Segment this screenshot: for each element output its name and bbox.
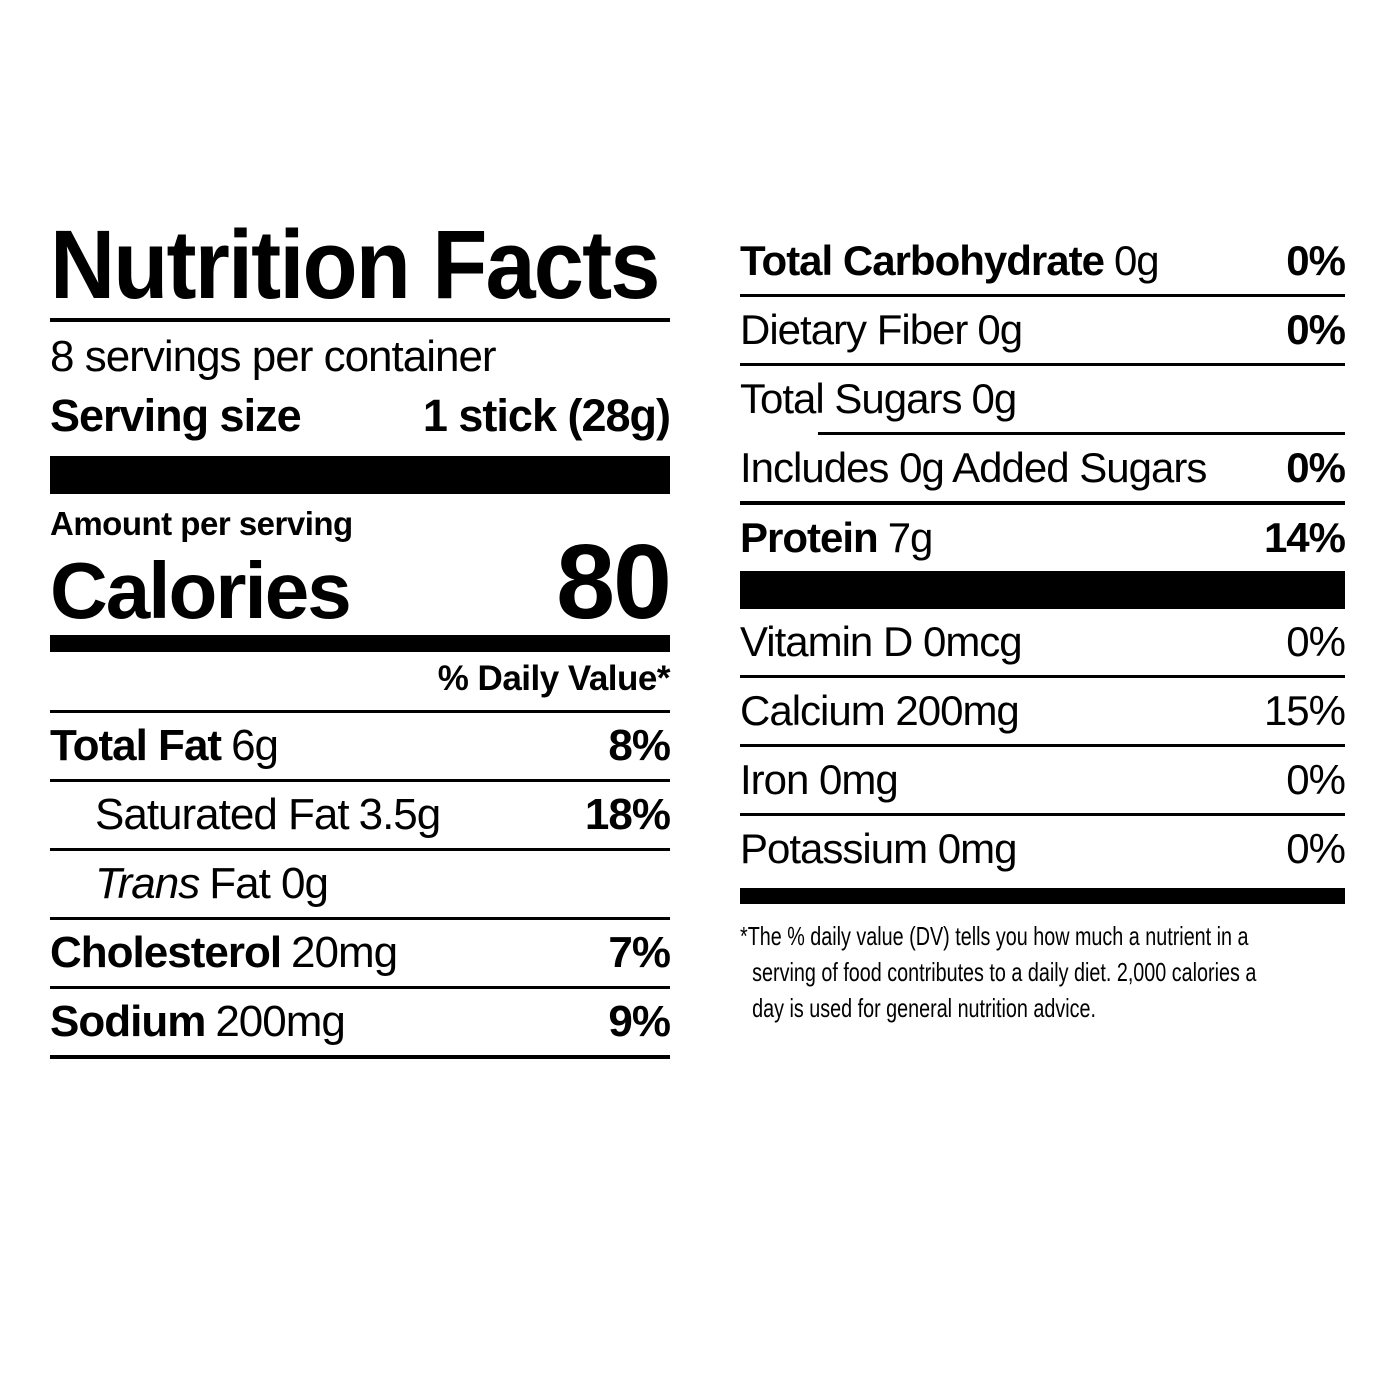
nutrient-name: Saturated Fat [95, 790, 350, 839]
daily-value-percent: 15% [1263, 687, 1346, 734]
footnote-line: serving of food contributes to a daily d… [752, 957, 1257, 987]
nutrient-name: Includes 0g Added Sugars [740, 444, 1207, 491]
nutrient-amount: 20mg [291, 928, 398, 977]
nutrient-name: Cholesterol [50, 928, 282, 977]
footnote-line: day is used for general nutrition advice… [752, 993, 1096, 1023]
amount-per-serving-label: Amount per serving [50, 505, 353, 542]
daily-value-percent: 7% [608, 928, 671, 977]
nutrient-name: Vitamin D 0mcg [740, 618, 1023, 665]
nutrient-row-protein: Protein 7g 14% [740, 501, 1346, 571]
daily-value-percent: 0% [1286, 756, 1346, 803]
nutrient-row-sodium: Sodium 200mg 9% [50, 986, 671, 1055]
daily-value-percent: 0% [1286, 825, 1346, 872]
nutrient-row-cholesterol: Cholesterol 20mg 7% [50, 917, 671, 986]
nutrient-row-total-sugars: Total Sugars 0g [740, 363, 1345, 432]
calories-divider-bar [50, 635, 670, 652]
nutrient-name: Potassium 0mg [740, 825, 1017, 872]
nutrient-rows-left: Total Fat 6g 8% Saturated Fat 3.5g 18% Tra… [50, 710, 671, 1059]
nutrient-name: Calcium 200mg [740, 687, 1020, 734]
nutrient-row-added-sugars: Includes 0g Added Sugars 0% [740, 435, 1346, 501]
calories-value: 80 [556, 523, 672, 641]
left-panel: Nutrition Facts 8 servings per container… [50, 210, 672, 1059]
nutrient-row-trans-fat: Trans Fat 0g [50, 848, 670, 917]
calories-row: Calories 80 [50, 523, 672, 641]
footnote-line: *The % daily value (DV) tells you how mu… [740, 921, 1249, 951]
right-panel: Total Carbohydrate 0g 0% Dietary Fiber 0g … [740, 228, 1346, 1026]
nutrient-amount: 0g [1113, 237, 1160, 284]
nutrient-name: Total Fat [50, 721, 222, 770]
servings-per-container: 8 servings per container [50, 332, 497, 381]
nutrient-row-dietary-fiber: Dietary Fiber 0g 0% [740, 294, 1346, 363]
micronutrient-row-potassium: Potassium 0mg 0% [740, 813, 1346, 882]
nutrient-name: Trans [95, 859, 200, 908]
nutrient-name: Iron 0mg [740, 756, 899, 803]
serving-size-row: Serving size 1 stick (28g) [50, 390, 671, 442]
label-title: Nutrition Facts [50, 210, 660, 319]
nutrient-name: Protein [740, 514, 879, 561]
micronutrient-row-iron: Iron 0mg 0% [740, 744, 1346, 813]
daily-value-percent: 18% [584, 790, 671, 839]
micronutrient-rows: Vitamin D 0mcg 0% Calcium 200mg 15% Iron… [740, 609, 1346, 882]
daily-value-percent: 8% [608, 721, 671, 770]
daily-value-percent: 14% [1263, 514, 1346, 561]
nutrient-amount: 7g [887, 514, 934, 561]
title-rule [50, 318, 670, 322]
nutrient-row-total-carbohydrate: Total Carbohydrate 0g 0% [740, 228, 1346, 294]
micronutrient-row-calcium: Calcium 200mg 15% [740, 675, 1346, 744]
nutrient-name: Total Carbohydrate [740, 237, 1105, 284]
nutrient-name: Sodium [50, 997, 206, 1046]
section-divider-bar [50, 456, 670, 494]
daily-value-header: % Daily Value* [437, 659, 671, 698]
daily-value-percent: 0% [1286, 618, 1346, 665]
nutrient-row-saturated-fat: Saturated Fat 3.5g 18% [50, 779, 671, 848]
nutrient-amount: 200mg [215, 997, 346, 1046]
nutrient-name: Total Sugars [740, 375, 962, 422]
daily-value-percent: 0% [1286, 444, 1346, 491]
nutrient-amount: 3.5g [358, 790, 442, 839]
calories-label: Calories [50, 546, 352, 635]
daily-value-percent: 0% [1286, 237, 1346, 284]
section-divider-bar [740, 571, 1345, 609]
nutrient-name: Dietary Fiber [740, 306, 968, 353]
nutrient-amount: 0g [977, 306, 1023, 353]
daily-value-percent: 9% [608, 997, 671, 1046]
nutrient-amount: 6g [231, 721, 279, 770]
added-sugars-partial-rule [818, 432, 1345, 435]
micronutrient-row-vitamin-d: Vitamin D 0mcg 0% [740, 609, 1346, 675]
footnote-divider-bar [740, 888, 1345, 904]
nutrient-amount: Fat 0g [209, 859, 329, 908]
serving-size-value: 1 stick (28g) [422, 390, 671, 441]
daily-value-percent: 0% [1286, 306, 1346, 353]
serving-size-label: Serving size [50, 390, 302, 441]
nutrient-row-total-fat: Total Fat 6g 8% [50, 713, 671, 779]
nutrient-amount: 0g [971, 375, 1017, 422]
footnote: *The % daily value (DV) tells you how mu… [740, 918, 1340, 1026]
